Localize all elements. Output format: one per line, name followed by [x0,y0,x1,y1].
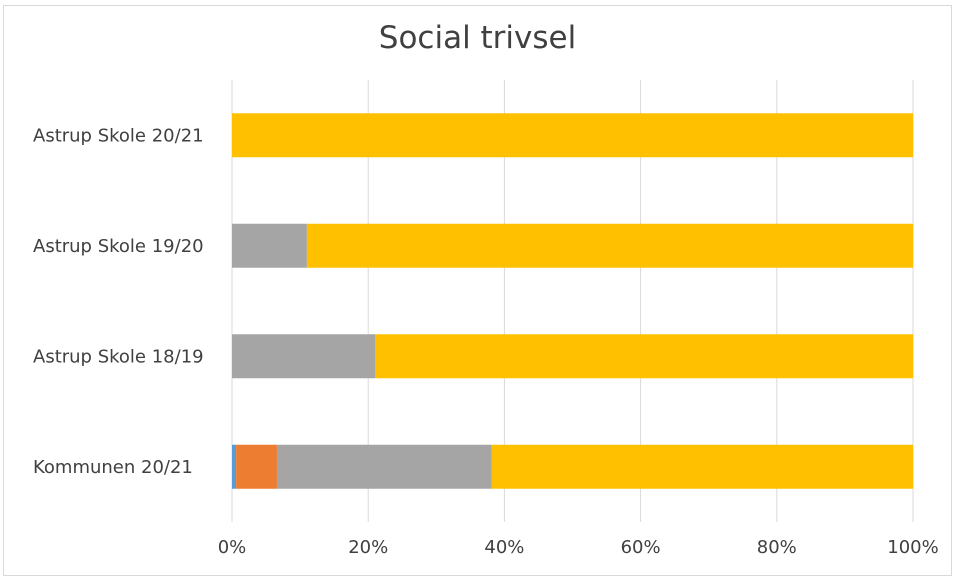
x-tick-label: 40% [484,537,524,558]
x-tick-label: 0% [218,537,247,558]
bar-segment [306,223,913,268]
bar-segment [375,334,913,379]
category-label: Kommunen 20/21 [33,457,193,478]
bar-segment [491,444,913,489]
bar-segment [276,444,492,489]
x-tick-label: 80% [757,537,797,558]
category-label: Astrup Skole 18/19 [33,346,204,367]
x-tick-label: 100% [887,537,938,558]
bar-segment [236,444,277,489]
category-label: Astrup Skole 19/20 [33,236,204,257]
x-tick-label: 20% [348,537,388,558]
category-label: Astrup Skole 20/21 [33,125,204,146]
x-tick-label: 60% [621,537,661,558]
chart-title: Social trivsel [378,20,577,56]
bar-segment [232,334,376,379]
bar-segment [232,444,237,489]
bar-segment [232,113,913,158]
bar-segment [232,223,307,268]
